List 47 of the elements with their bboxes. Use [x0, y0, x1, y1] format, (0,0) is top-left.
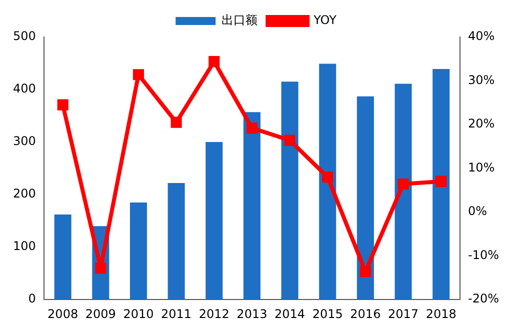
x-tick-label: 2013: [236, 306, 268, 321]
x-tick-label: 2015: [312, 306, 343, 321]
y-tick-label: 500: [13, 29, 36, 44]
y2-tick-label: -10%: [468, 248, 500, 262]
y2-tick-label: -20%: [468, 292, 500, 306]
bar: [168, 183, 185, 300]
point: [208, 56, 220, 68]
point: [398, 178, 409, 190]
y-tick-label: 300: [13, 134, 36, 148]
point: [170, 116, 182, 128]
point: [95, 262, 106, 274]
y2-tick-label: 40%: [468, 29, 495, 44]
bar: [130, 202, 147, 300]
x-tick-label: 2014: [274, 306, 306, 321]
bar: [432, 69, 450, 300]
y-tick-label: 0: [28, 292, 36, 306]
legend-label: 出口额: [222, 13, 258, 28]
bar: [281, 82, 298, 300]
point: [360, 266, 371, 278]
x-tick-label: 2010: [123, 306, 154, 321]
bar: [54, 214, 72, 300]
x-tick-label: 2018: [426, 306, 456, 321]
y-tick-label: 100: [13, 239, 36, 254]
y2-tick-label: 10%: [468, 160, 495, 174]
x-tick-label: 2012: [198, 306, 230, 321]
legend-label: YOY: [312, 13, 338, 28]
x-tick-label: 2011: [161, 306, 192, 321]
x-tick-label: 2008: [48, 306, 78, 321]
x-tick-label: 2016: [350, 306, 381, 321]
bar: [394, 84, 412, 300]
bar: [206, 142, 223, 300]
y2-tick-label: 20%: [468, 116, 495, 131]
point: [436, 176, 447, 187]
x-tick-label: 2009: [85, 306, 116, 321]
bar: [356, 96, 374, 300]
y-tick-label: 400: [13, 82, 36, 96]
point: [246, 122, 258, 134]
y2-tick-label: 0%: [468, 204, 488, 218]
point: [284, 134, 296, 146]
point: [322, 172, 334, 183]
point: [57, 99, 68, 110]
x-tick-label: 2017: [388, 306, 419, 321]
y2-tick-label: 30%: [468, 72, 495, 87]
bar: [319, 64, 336, 300]
bar: [243, 112, 260, 300]
point: [132, 69, 144, 80]
y-tick-label: 200: [13, 186, 36, 201]
